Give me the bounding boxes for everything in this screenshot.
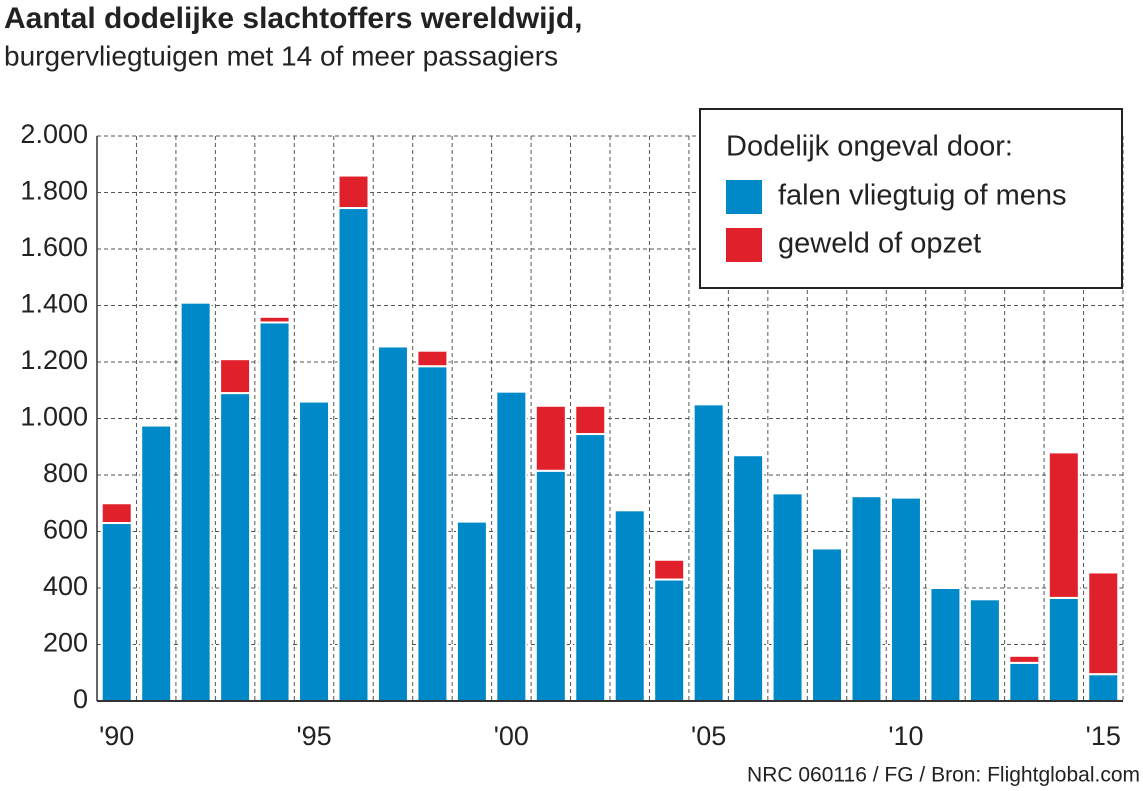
bar-segment bbox=[100, 502, 133, 525]
x-tick-label: '05 bbox=[691, 721, 726, 751]
bar-segment bbox=[416, 365, 449, 702]
bar-segment bbox=[771, 492, 804, 702]
source: NRC 060116 / FG / Bron: Flightglobal.com bbox=[747, 764, 1140, 787]
x-tick-label: '00 bbox=[494, 721, 529, 751]
y-tick-label: 1.800 bbox=[20, 176, 88, 206]
bar-segment bbox=[258, 315, 291, 324]
bar-segment bbox=[613, 509, 646, 702]
bar-segment bbox=[140, 424, 173, 702]
bar-segment bbox=[653, 558, 686, 581]
legend-label: falen vliegtuig of mens bbox=[778, 180, 1067, 212]
y-tick-label: 1.000 bbox=[20, 402, 88, 432]
bar-segment bbox=[376, 345, 409, 702]
x-tick-label: '95 bbox=[296, 721, 331, 751]
bar-segment bbox=[337, 207, 370, 702]
legend-box bbox=[699, 108, 1123, 289]
bar-segment bbox=[1087, 673, 1120, 702]
bar-segment bbox=[337, 174, 370, 210]
y-tick-label: 1.600 bbox=[20, 232, 88, 262]
bar-segment bbox=[732, 454, 765, 702]
x-tick-label: '10 bbox=[888, 721, 923, 751]
chart-title: Aantal dodelijke slachtoffers wereldwijd… bbox=[4, 2, 582, 35]
chart-subtitle: burgervliegtuigen met 14 of meer passagi… bbox=[4, 40, 558, 71]
legend-swatch bbox=[726, 228, 762, 262]
bar-segment bbox=[1008, 654, 1041, 664]
y-tick-label: 800 bbox=[43, 458, 88, 488]
y-tick-label: 1.400 bbox=[20, 289, 88, 319]
bar-segment bbox=[889, 496, 922, 702]
bar-segment bbox=[1087, 571, 1120, 676]
bar-segment bbox=[100, 522, 133, 703]
bar-segment bbox=[534, 404, 567, 472]
y-tick-label: 600 bbox=[43, 515, 88, 545]
bar-segment bbox=[574, 433, 607, 702]
bar-segment bbox=[1047, 451, 1080, 599]
y-tick-label: 2.000 bbox=[20, 119, 88, 149]
bar-segment bbox=[298, 400, 331, 702]
bar-segment bbox=[811, 547, 844, 703]
bar-segment bbox=[1008, 661, 1041, 702]
bar-segment bbox=[258, 321, 291, 702]
bar-segment bbox=[692, 403, 725, 702]
bar-segment bbox=[968, 598, 1001, 702]
legend-swatch bbox=[726, 180, 762, 214]
y-tick-label: 400 bbox=[43, 571, 88, 601]
y-tick-label: 0 bbox=[73, 684, 88, 714]
y-tick-label: 200 bbox=[43, 628, 88, 658]
bar-segment bbox=[1047, 596, 1080, 703]
x-tick-label: '15 bbox=[1086, 721, 1121, 751]
bar-segment bbox=[219, 358, 252, 395]
y-tick-label: 1.200 bbox=[20, 345, 88, 375]
bar-segment bbox=[574, 404, 607, 436]
bar-segment bbox=[495, 390, 528, 702]
bar-segment bbox=[929, 587, 962, 702]
x-tick-label: '90 bbox=[99, 721, 134, 751]
legend-title: Dodelijk ongeval door: bbox=[726, 131, 1013, 163]
bar-segment bbox=[850, 495, 883, 702]
bar-segment bbox=[416, 349, 449, 368]
legend-label: geweld of opzet bbox=[778, 228, 981, 260]
bar-segment bbox=[534, 469, 567, 703]
bar-segment bbox=[219, 392, 252, 702]
bar-segment bbox=[179, 301, 212, 702]
bar-segment bbox=[455, 520, 488, 702]
bar-segment bbox=[653, 578, 686, 703]
